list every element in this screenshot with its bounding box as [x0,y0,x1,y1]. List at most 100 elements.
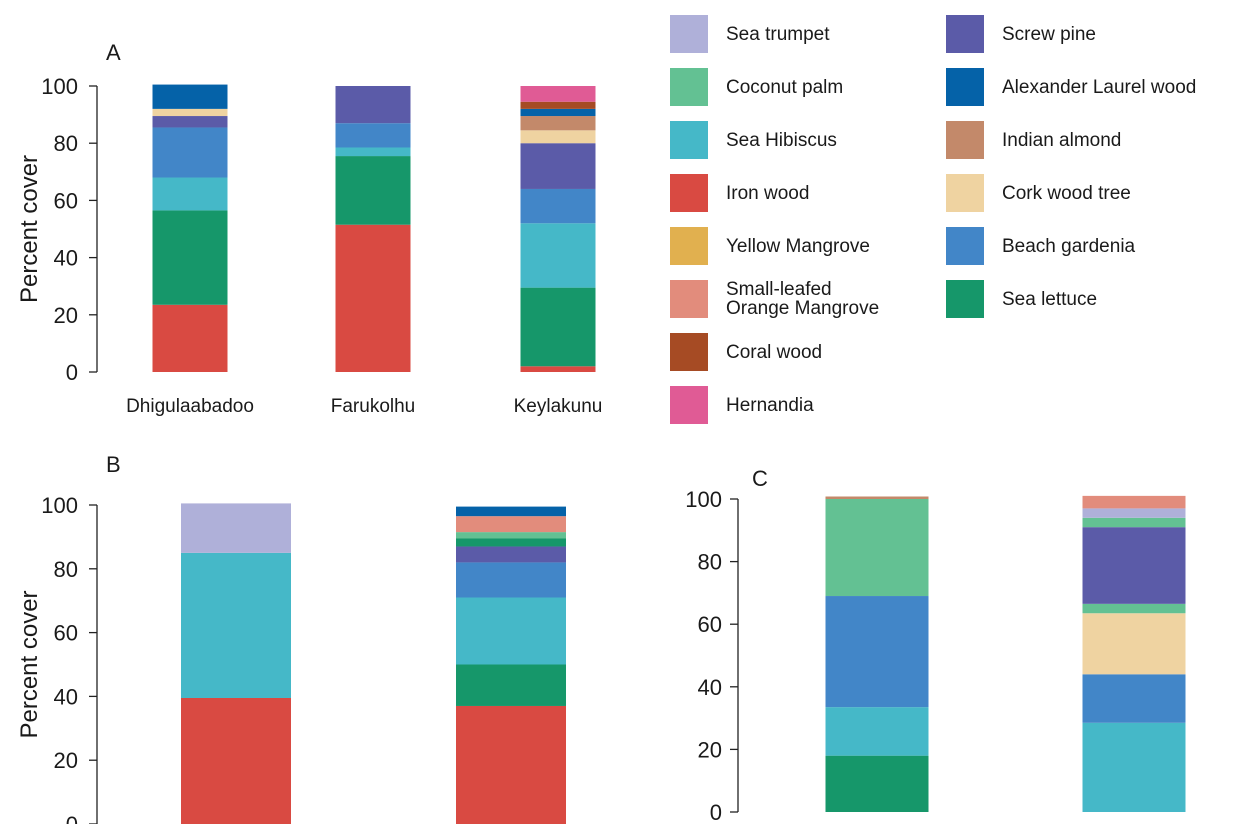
legend-item: Coconut palm [670,68,843,106]
bar-segment [456,664,566,706]
bar-segment [335,156,411,225]
legend-item: Hernandia [670,386,814,424]
legend-label: Beach gardenia [1002,235,1136,257]
bar-segment [152,127,228,178]
legend-item: Small-leafed Orange Mangrove [670,280,879,318]
bar-segment [520,143,596,189]
legend-item: Iron wood [670,174,809,212]
legend-swatch [946,174,984,212]
y-tick-label: 0 [66,812,78,824]
legend-swatch [670,174,708,212]
legend-item: Beach gardenia [946,227,1135,265]
category-label: Dhigulaabadoo [126,396,254,417]
y-tick-label: 80 [698,550,722,575]
bar-segment [456,506,566,517]
y-tick-label: 40 [54,684,78,709]
bar-segment [520,223,596,288]
panel-label: A [106,40,121,65]
bar-segment [335,224,411,372]
legend-label: Coral wood [726,341,823,363]
panel-label: B [106,452,121,477]
legend-label: Sea trumpet [726,23,830,45]
panel-c: C 0 20 40 60 80 100 [685,466,1186,824]
y-tick-label: 60 [54,188,78,213]
bar-segment [1082,613,1186,675]
y-tick-label: 60 [698,612,722,637]
y-tick-label: 100 [685,487,722,512]
bar-segment [1082,674,1186,723]
legend: Sea trumpet Coconut palm Sea Hibiscus Iron … [670,15,1196,424]
bar-segment [520,101,596,109]
panel-b: B 0 20 40 60 80 100 Percent cover [16,452,566,824]
bar-segment [1082,517,1186,528]
bar-segment [456,546,566,563]
bar-segment [520,188,596,224]
y-tick-label: 0 [710,800,722,824]
legend-swatch [946,121,984,159]
legend-item: Screw pine [946,15,1096,53]
bar-segment [456,562,566,598]
legend-swatch [670,280,708,318]
bar-segment [520,116,596,131]
bar-segment [181,697,291,824]
bar-segment [825,496,929,499]
legend-label: Sea lettuce [1002,288,1098,310]
y-tick-label: 40 [54,246,78,271]
bar-segment [520,108,596,117]
bar-segment [152,84,228,109]
legend-label: Small-leafed Orange Mangrove [726,279,880,319]
bar-segment [335,147,411,157]
legend-label: Alexander Laurel wood [1002,76,1197,98]
bar-segment [1082,603,1186,614]
category-label: Keylakunu [514,396,603,417]
legend-swatch [670,386,708,424]
legend-item: Sea trumpet [670,15,830,53]
bar-segment [520,287,596,367]
bar-segment [825,596,929,708]
bar-stack [520,86,596,372]
legend-swatch [670,333,708,371]
bar-segment [520,366,596,372]
legend-label: Indian almond [1002,129,1122,151]
bar-segment [335,123,411,148]
bar-segment [152,116,228,128]
panel-label: C [752,466,768,491]
bar-stack [456,506,566,824]
bar-segment [1082,508,1186,518]
y-tick-label: 20 [54,748,78,773]
bar-segment [520,130,596,144]
legend-label: Iron wood [726,182,810,204]
legend-item: Cork wood tree [946,174,1131,212]
bar-stack [152,84,228,372]
bar-segment [181,503,291,553]
bar-segment [152,304,228,372]
legend-item: Indian almond [946,121,1121,159]
legend-label: Sea Hibiscus [726,129,837,151]
bar-stack [825,496,929,812]
bar-segment [181,552,291,698]
bar-segment [825,499,929,597]
y-tick-label: 100 [41,493,78,518]
panel-a: A 0 20 40 60 80 100 Percent cover Dhigulaabadoo F… [16,40,602,417]
legend-swatch [946,227,984,265]
y-axis-label: Percent cover [16,590,43,738]
bar-segment [520,86,596,102]
bar-segment [152,108,228,117]
y-tick-label: 20 [54,303,78,328]
category-label: Farukolhu [331,396,416,417]
legend-item: Alexander Laurel wood [946,68,1196,106]
legend-label: Cork wood tree [1002,182,1131,204]
legend-swatch [670,15,708,53]
legend-swatch [946,68,984,106]
legend-label: Coconut palm [726,76,844,98]
bar-segment [1082,722,1186,812]
bar-segment [825,755,929,812]
bar-segment [1082,495,1186,509]
legend-swatch [946,280,984,318]
bar-segment [825,707,929,756]
y-tick-label: 40 [698,675,722,700]
legend-label: Screw pine [1002,23,1096,45]
legend-swatch [670,227,708,265]
legend-label: Hernandia [726,394,814,416]
